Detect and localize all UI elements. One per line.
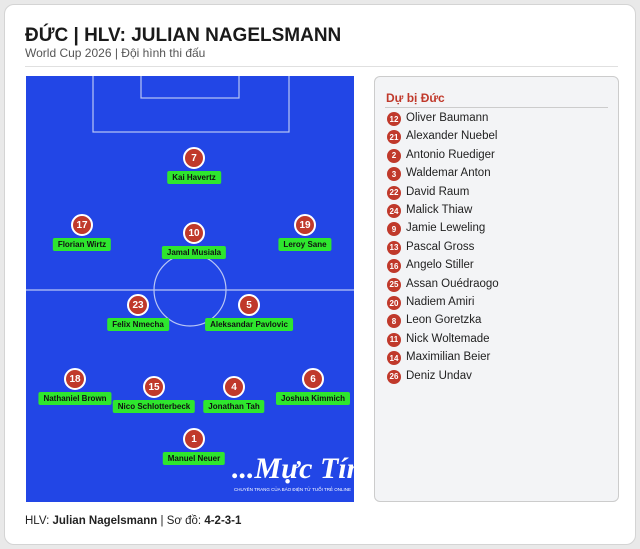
player-number: 4 [223, 376, 245, 398]
bench-number: 21 [387, 130, 401, 145]
player-name: Leroy Sane [278, 238, 332, 251]
player-name: Aleksandar Pavlovic [205, 318, 293, 331]
coach: Julian Nagelsmann [52, 515, 158, 527]
bench-name: Maximilian Beier [406, 351, 491, 364]
pitch: ...Mực Tím CHUYÊN TRANG CỦA BÁO ĐIỆN TỬ … [26, 76, 370, 502]
bench-name: David Raum [406, 185, 470, 198]
bench-number: 2 [387, 148, 401, 163]
divider [385, 107, 608, 108]
player-number: 18 [64, 368, 86, 390]
bench-number: 22 [387, 185, 401, 200]
player-number: 7 [183, 147, 205, 169]
player-name: Jamal Musiala [161, 246, 227, 259]
player-number: 10 [183, 222, 205, 244]
bench-name: Oliver Baumann [406, 112, 489, 124]
player-name: Manuel Neuer [162, 452, 226, 465]
player-name: Jonathan Tah [203, 400, 265, 413]
formation-label: Sơ đồ: [166, 515, 202, 527]
bench-name: Jamie Leweling [406, 222, 486, 235]
bench-number: 26 [387, 369, 401, 384]
player-number: 6 [302, 368, 324, 390]
bench-panel: Dự bị Đức 12 Oliver Baumann 21 Alexander Nu… [374, 76, 619, 502]
player-name: Kai Havertz [167, 171, 221, 184]
bench-name: Angelo Stiller [406, 259, 474, 272]
bench-name: Waldemar Anton [406, 167, 491, 180]
bench-number: 12 [387, 112, 401, 126]
player-number: 17 [71, 214, 93, 236]
watermark-brand: ...Mực Tím [232, 452, 370, 485]
subtitle: World Cup 2026 | Đội hình thi đấu [25, 46, 206, 60]
bench-number: 14 [387, 351, 401, 366]
bench-number: 24 [387, 204, 401, 218]
player-name: Florian Wirtz [52, 238, 112, 251]
player-number: 23 [127, 294, 149, 316]
bench-name: Nadiem Amiri [406, 296, 475, 308]
bench-number: 3 [387, 167, 401, 182]
player-number: 19 [294, 214, 316, 236]
bench-number: 8 [387, 314, 401, 329]
player-number: 5 [238, 294, 260, 316]
player-name: Joshua Kimmich [275, 392, 351, 405]
divider [25, 66, 618, 67]
bench-title: Dự bị Đức [386, 91, 445, 105]
bench-name: Assan Ouédraogo [406, 277, 499, 290]
bench-number: 13 [387, 240, 401, 255]
bench-name: Deniz Undav [406, 369, 472, 382]
player-name: Nathaniel Brown [38, 392, 112, 405]
player-name: Felix Nmecha [107, 318, 169, 331]
bench-name: Leon Goretzka [406, 314, 482, 327]
bench-number: 11 [387, 332, 401, 347]
player-number: 1 [183, 428, 205, 450]
bench-name: Malick Thiaw [406, 204, 473, 216]
player-name: Nico Schlotterbeck [112, 400, 196, 413]
player-number: 15 [143, 376, 165, 398]
bench-name: Pascal Gross [406, 240, 475, 253]
bench-number: 20 [387, 296, 401, 310]
bench-name: Alexander Nuebel [406, 130, 498, 143]
bench-name: Nick Woltemade [406, 332, 490, 345]
title: ĐỨC | HLV: JULIAN NAGELSMANN [25, 25, 342, 46]
footer: HLV: Julian Nagelsmann | Sơ đồ: 4-2-3-1 [25, 515, 241, 527]
bench-number: 9 [387, 222, 401, 237]
bench-number: 25 [387, 277, 401, 292]
bench-number: 16 [387, 259, 401, 274]
bench-name: Antonio Ruediger [406, 148, 495, 161]
coach-label: HLV: [25, 515, 50, 527]
card: ĐỨC | HLV: JULIAN NAGELSMANN World Cup 2… [4, 4, 636, 545]
watermark-tagline: CHUYÊN TRANG CỦA BÁO ĐIỆN TỬ TUỔI TRẺ ON… [234, 487, 352, 492]
formation: 4-2-3-1 [204, 515, 242, 527]
separator: | [160, 515, 164, 527]
